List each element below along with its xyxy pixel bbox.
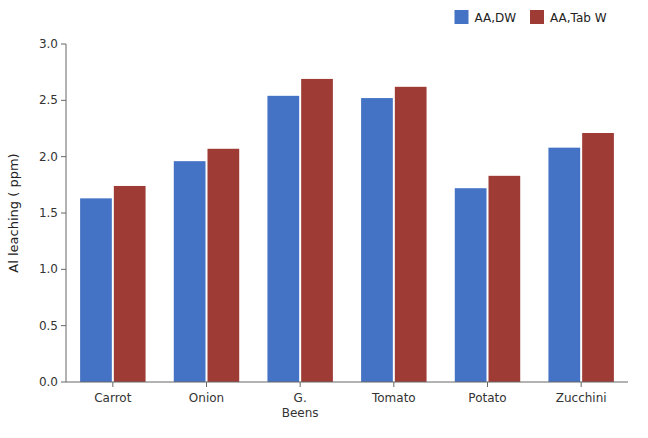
bar: [548, 148, 580, 382]
bar: [301, 79, 333, 382]
chart-svg: 0.0 0.5 1.0 1.5 2.0 2.5 3.0 Al leaching ( ppm) C…: [0, 0, 648, 438]
bar: [114, 186, 146, 382]
legend: AA,DW AA,Tab W: [455, 10, 607, 25]
bar: [455, 188, 487, 382]
y-tick: [61, 269, 66, 270]
bar: [361, 98, 393, 382]
x-tick-label-line: Zucchini: [556, 391, 607, 405]
legend-swatch: [455, 10, 469, 24]
y-tick: [61, 156, 66, 157]
y-axis-label: Al leaching ( ppm): [6, 153, 21, 272]
x-tick: [300, 382, 301, 387]
bar: [582, 133, 614, 382]
x-tick-label: Carrot: [94, 391, 131, 405]
x-tick: [581, 382, 582, 387]
y-tick: [61, 100, 66, 101]
y-tick: [61, 325, 66, 326]
x-tick-label-line: Onion: [189, 391, 224, 405]
y-tick-label: 2.0: [39, 150, 58, 164]
y-tick-label: 3.0: [39, 37, 58, 51]
y-tick: [61, 213, 66, 214]
y-axis-line: [66, 44, 67, 382]
y-tick-label: 0.5: [39, 319, 58, 333]
bar: [80, 198, 112, 382]
x-tick-label: Tomato: [371, 391, 416, 405]
x-tick: [112, 382, 113, 387]
y-tick-label: 2.5: [39, 93, 58, 107]
bar: [489, 176, 521, 382]
legend-swatch: [530, 10, 544, 24]
bars: [80, 79, 614, 382]
y-tick-label: 0.0: [39, 375, 58, 389]
y-tick: [61, 44, 66, 45]
bar: [174, 161, 206, 382]
x-tick: [487, 382, 488, 387]
x-axis-line: [66, 382, 628, 383]
chart-container: 0.0 0.5 1.0 1.5 2.0 2.5 3.0 Al leaching ( ppm) C…: [0, 0, 648, 438]
x-tick-label: G.Beens: [282, 391, 319, 420]
x-axis: Carrot Onion G.Beens Tomato Potato Zucchini: [66, 382, 628, 420]
bar: [208, 149, 240, 382]
y-tick-label: 1.5: [39, 206, 58, 220]
x-tick-label-line: Tomato: [371, 391, 416, 405]
legend-label: AA,Tab W: [550, 11, 607, 25]
x-tick-label-line: G.: [294, 391, 307, 405]
bar: [267, 96, 299, 382]
y-tick-label: 1.0: [39, 262, 58, 276]
y-axis: 0.0 0.5 1.0 1.5 2.0 2.5 3.0: [39, 37, 66, 389]
x-tick-label: Onion: [189, 391, 224, 405]
x-tick: [206, 382, 207, 387]
legend-label: AA,DW: [475, 11, 517, 25]
x-tick-label-line: Potato: [468, 391, 506, 405]
x-tick-label-line: Carrot: [94, 391, 131, 405]
bar: [395, 87, 427, 382]
y-tick: [61, 382, 66, 383]
x-tick: [393, 382, 394, 387]
x-tick-label: Zucchini: [556, 391, 607, 405]
x-tick-label-line: Beens: [282, 406, 319, 420]
x-tick-label: Potato: [468, 391, 506, 405]
